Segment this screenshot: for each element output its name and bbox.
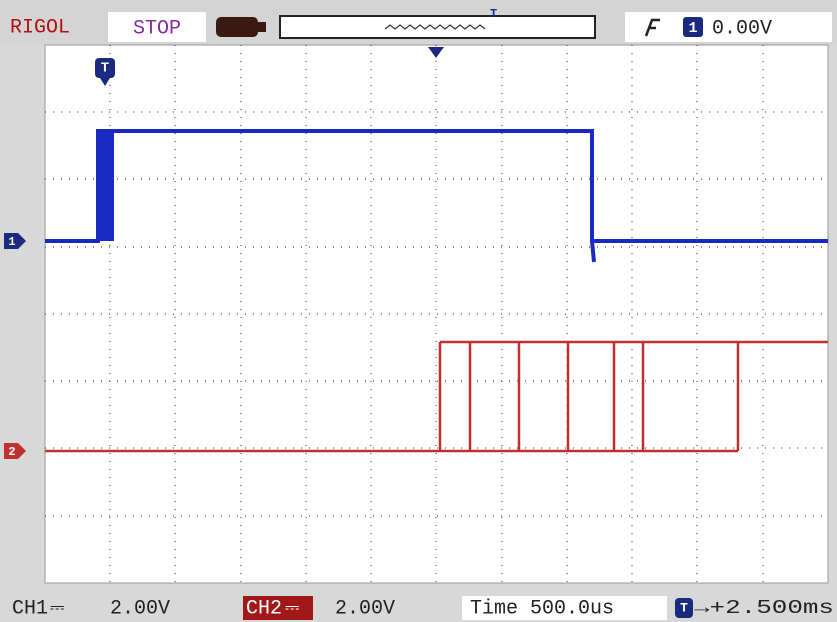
trigger-box [625, 12, 832, 42]
offset-icon-box [675, 598, 693, 618]
ch1-marker-box [4, 233, 26, 249]
edge-icon [644, 18, 660, 37]
ch1-label: CH1 [12, 597, 48, 620]
ch2-label: CH2 [246, 597, 282, 620]
trigger-marker-tip [100, 78, 110, 86]
trigger-marker: T [101, 61, 109, 77]
trigger-level: 0.00V [712, 17, 772, 40]
trigger-source: 1 [688, 20, 697, 37]
memory-marker: T [490, 7, 497, 21]
ch1-coupling: ⎓ [50, 599, 64, 619]
ch1-scale: 2.00V [110, 597, 170, 620]
ch2-coupling: ⎓ [285, 599, 299, 619]
trigger-source-box [683, 17, 703, 37]
memory-wave [384, 24, 486, 30]
battery-tip [258, 22, 266, 32]
grid [45, 45, 828, 583]
timebase-box [462, 596, 667, 620]
battery-icon [216, 17, 258, 37]
offset: →+2.500ms [694, 597, 834, 619]
ch1-marker: 1 [8, 235, 15, 249]
ch2-marker: 2 [8, 445, 15, 459]
status: STOP [133, 17, 181, 40]
ch2-marker-box [4, 443, 26, 459]
ch2-trace [45, 340, 828, 453]
offset-icon: T [680, 600, 688, 615]
timebase: Time 500.0us [470, 597, 614, 620]
ch1-jitter [98, 131, 112, 241]
brand: RIGOL [10, 16, 70, 39]
trigger-marker-box [95, 58, 115, 78]
status-box [108, 12, 206, 42]
trigger-position [428, 47, 444, 58]
ch2-label-box [243, 596, 313, 620]
ch2-scale: 2.00V [335, 597, 395, 620]
